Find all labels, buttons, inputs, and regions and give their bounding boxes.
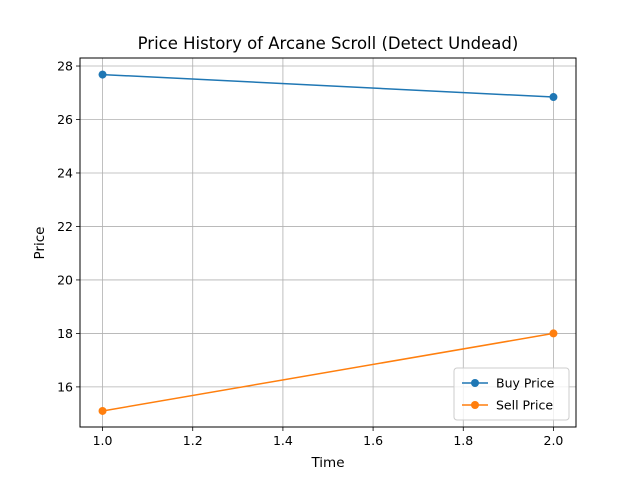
x-axis-label: Time <box>310 455 344 471</box>
legend-label: Sell Price <box>496 398 553 413</box>
data-point <box>98 406 107 415</box>
x-axis: 1.0 1.2 1.4 1.6 1.8 2.0 <box>93 427 564 448</box>
chart-title: Price History of Arcane Scroll (Detect U… <box>138 34 519 53</box>
series-line <box>102 73 554 98</box>
x-tick-label: 1.2 <box>183 433 203 448</box>
series-line <box>102 332 554 412</box>
legend: Buy Price Sell Price <box>453 367 570 421</box>
data-point <box>549 329 558 338</box>
y-tick-label: 16 <box>57 379 73 394</box>
x-tick-label: 1.6 <box>363 433 383 448</box>
legend-marker <box>471 379 479 387</box>
y-tick-label: 24 <box>57 165 73 180</box>
data-point <box>549 93 558 102</box>
x-tick-label: 2.0 <box>544 433 564 448</box>
x-tick-label: 1.8 <box>453 433 473 448</box>
data-point <box>98 70 107 79</box>
legend-item: Sell Price <box>462 398 553 413</box>
y-tick-label: 28 <box>57 59 73 74</box>
x-tick-label: 1.4 <box>273 433 293 448</box>
plot-frame <box>79 57 577 428</box>
y-tick-label: 26 <box>57 112 73 127</box>
x-tick-label: 1.0 <box>93 433 113 448</box>
legend-label: Buy Price <box>496 376 555 391</box>
y-tick-label: 22 <box>57 219 73 234</box>
y-axis: 16 18 20 22 24 26 28 <box>57 59 80 394</box>
series-layer <box>98 70 558 415</box>
grid <box>80 58 576 427</box>
legend-item: Buy Price <box>462 376 555 391</box>
series-1 <box>98 70 558 102</box>
y-tick-label: 20 <box>57 272 73 287</box>
legend-marker <box>471 401 479 409</box>
y-tick-label: 18 <box>57 326 73 341</box>
y-axis-label: Price <box>32 227 48 260</box>
legend-box <box>453 367 570 421</box>
series-2 <box>98 329 558 415</box>
